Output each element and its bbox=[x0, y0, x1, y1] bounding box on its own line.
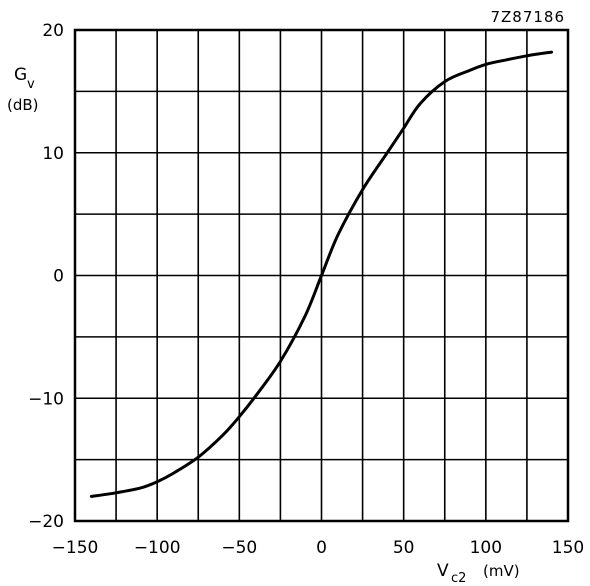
x-tick-label: −100 bbox=[134, 538, 181, 558]
x-axis-label: V c2 (mV) bbox=[437, 561, 520, 586]
x-tick-label: 150 bbox=[552, 538, 584, 558]
y-tick-label: 0 bbox=[53, 267, 64, 287]
y-axis-label-unit: (dB) bbox=[7, 96, 39, 114]
x-tick-label: 50 bbox=[393, 538, 415, 558]
y-tick-label: 20 bbox=[42, 21, 64, 41]
reference-code: 7Z87186 bbox=[490, 8, 565, 26]
y-tick-labels: 20 10 0 −10 −20 bbox=[28, 21, 64, 532]
x-tick-label: −50 bbox=[221, 538, 257, 558]
x-axis-label-main: V bbox=[437, 561, 449, 581]
x-axis-label-unit: (mV) bbox=[483, 562, 520, 580]
y-tick-label: 10 bbox=[42, 144, 64, 164]
y-axis-label-main: G bbox=[14, 65, 27, 85]
x-tick-label: −150 bbox=[52, 538, 99, 558]
y-tick-label: −20 bbox=[28, 512, 64, 532]
gain-curve bbox=[89, 50, 554, 498]
y-axis-label: G v (dB) bbox=[7, 65, 39, 114]
y-tick-label: −10 bbox=[28, 389, 64, 409]
x-axis-label-sub: c2 bbox=[451, 571, 466, 586]
y-axis-label-sub: v bbox=[27, 77, 35, 92]
x-tick-label: 100 bbox=[470, 538, 502, 558]
x-tick-labels: −150 −100 −50 0 50 100 150 bbox=[52, 538, 585, 558]
plot-frame bbox=[73, 28, 570, 523]
x-tick-label: 0 bbox=[316, 538, 327, 558]
